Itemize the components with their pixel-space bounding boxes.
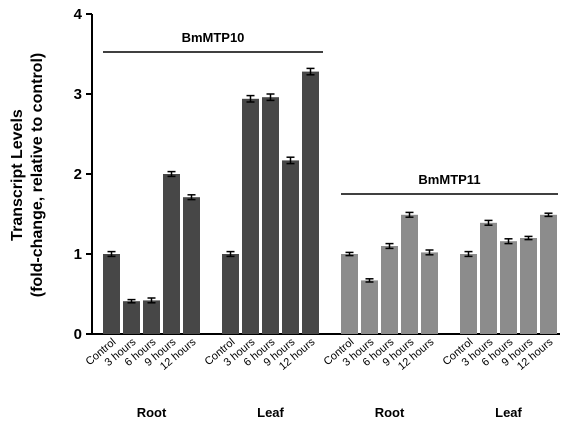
gene-bracket-label: BmMTP11 <box>418 172 480 187</box>
bar <box>183 197 200 334</box>
y-axis-label: Transcript Levels (fold-change, relative… <box>9 53 46 297</box>
bar <box>480 222 497 334</box>
bar <box>401 214 418 334</box>
bar <box>520 238 537 334</box>
bars <box>103 67 557 334</box>
bar <box>163 174 180 334</box>
bar <box>143 300 160 334</box>
group-label: Leaf <box>257 405 284 420</box>
y-tick-label: 4 <box>74 6 83 23</box>
bar <box>302 71 319 334</box>
bar <box>361 280 378 334</box>
y-tick-label: 1 <box>74 246 82 263</box>
bar <box>421 252 438 334</box>
y-tick-label: 2 <box>74 166 82 183</box>
annotations: BmMTP10 BmMTP11 <box>103 30 558 195</box>
bar <box>222 254 239 334</box>
y-tick-label: 3 <box>74 86 82 103</box>
y-axis-label-line1: Transcript Levels <box>9 109 26 241</box>
group-label: Root <box>137 405 167 420</box>
bar <box>540 214 557 334</box>
bar <box>381 246 398 334</box>
group-label: Leaf <box>495 405 522 420</box>
y-axis-label-line2: (fold-change, relative to control) <box>29 53 46 297</box>
gene-bracket-label: BmMTP10 <box>182 30 245 45</box>
bar <box>123 301 140 334</box>
bar <box>460 254 477 334</box>
bar <box>242 98 259 334</box>
y-tick-label: 0 <box>74 326 82 343</box>
bar <box>341 254 358 334</box>
group-label: Root <box>375 405 405 420</box>
bar <box>500 241 517 334</box>
bar <box>262 97 279 334</box>
bar <box>103 254 120 334</box>
bar <box>282 160 299 334</box>
